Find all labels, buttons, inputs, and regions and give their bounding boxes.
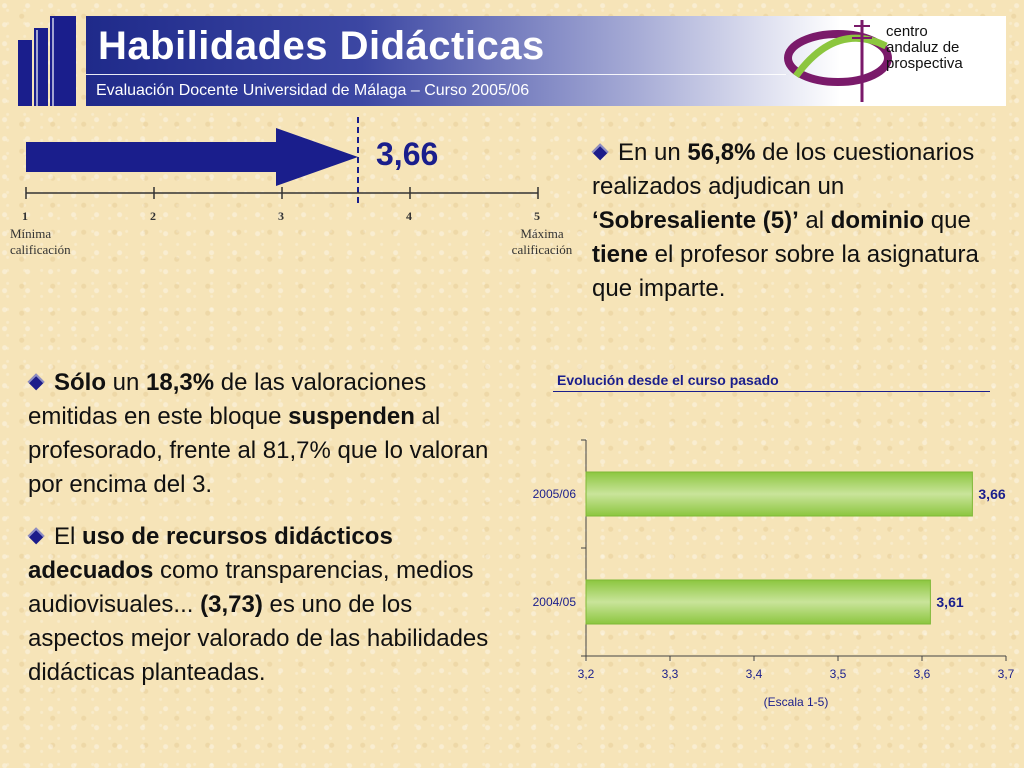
max-caption-line: calificación bbox=[511, 242, 573, 257]
paragraph-dominio: En un 56,8% de los cuestionarios realiza… bbox=[591, 136, 1012, 306]
scale-tick-label: 4 bbox=[406, 209, 412, 223]
score-arrow-icon bbox=[26, 128, 358, 186]
score-value: 3,66 bbox=[376, 136, 439, 172]
text-run: al bbox=[798, 207, 831, 234]
bold-text: suspenden bbox=[288, 403, 415, 430]
chart-title-underline bbox=[553, 391, 990, 392]
text-run: un bbox=[106, 369, 147, 396]
paragraph-text: El uso de recursos didácticos adecuados … bbox=[28, 523, 488, 686]
x-tick-label: 3,4 bbox=[746, 667, 763, 681]
text-run: al profesorado, frente al 81,7% que lo v… bbox=[28, 403, 489, 498]
bold-text: dominio bbox=[830, 207, 925, 234]
value-label: 3,66 bbox=[978, 486, 1005, 502]
centro-andaluz-logo-icon bbox=[784, 20, 892, 102]
text-run: que bbox=[924, 207, 971, 234]
scale-tick-label: 3 bbox=[278, 209, 284, 223]
category-label: 2005/06 bbox=[533, 487, 577, 501]
x-axis-label: (Escala 1-5) bbox=[764, 695, 829, 709]
page-subtitle: Evaluación Docente Universidad de Málaga… bbox=[96, 82, 530, 99]
text-run: como transparencias, medios audiovisuale… bbox=[28, 557, 474, 618]
paragraph-suspenden: Sólo un 18,3% de las valoraciones emitid… bbox=[27, 366, 513, 502]
min-caption-line: calificación bbox=[10, 242, 71, 257]
bold-text: (3,73) bbox=[200, 591, 263, 618]
bold-text: 18,3% bbox=[146, 369, 215, 396]
max-caption-line: Máxima bbox=[520, 226, 564, 241]
diamond-bullet-icon bbox=[591, 143, 609, 161]
bold-text: tiene bbox=[592, 241, 649, 268]
scale-tick-label: 2 bbox=[150, 209, 156, 223]
bar bbox=[585, 471, 973, 517]
text-run: El bbox=[54, 523, 83, 550]
paragraph-text: En un 56,8% de los cuestionarios realiza… bbox=[592, 139, 979, 302]
text-run: En un bbox=[618, 139, 688, 166]
x-tick-label: 3,7 bbox=[998, 667, 1015, 681]
paragraph-text: Sólo un 18,3% de las valoraciones emitid… bbox=[28, 369, 488, 498]
logo-line: andaluz de bbox=[886, 39, 960, 56]
x-tick-label: 3,5 bbox=[830, 667, 847, 681]
value-label: 3,61 bbox=[936, 594, 963, 610]
text-run: de las valoraciones emitidas en este blo… bbox=[28, 369, 427, 430]
diamond-bullet-icon bbox=[27, 527, 45, 545]
logo-text: centro andaluz de prospectiva bbox=[886, 24, 963, 72]
text-run: de los cuestionarios realizados adjudica… bbox=[592, 139, 975, 200]
bold-text: uso de recursos didácticos adecuados bbox=[28, 523, 393, 584]
header-divider bbox=[86, 74, 786, 75]
diamond-bullet-icon bbox=[27, 373, 45, 391]
bold-text: 56,8% bbox=[687, 139, 756, 166]
evolution-bar-chart: 3,2 3,3 3,4 3,5 3,6 3,7 (Escala 1-5) 2005/06 3,6… bbox=[510, 430, 1024, 730]
header-banner: Habilidades Didácticas Evaluación Docent… bbox=[86, 16, 1006, 106]
max-caption: Máxima calificación bbox=[506, 226, 578, 258]
text-run: es uno de los aspectos mejor valorado de… bbox=[28, 591, 489, 686]
bold-text: Sólo bbox=[54, 369, 106, 396]
x-tick-label: 3,6 bbox=[914, 667, 931, 681]
bold-text: ‘Sobresaliente (5)’ bbox=[592, 207, 799, 234]
scale-tick-label: 5 bbox=[534, 209, 540, 223]
min-caption: Mínima calificación bbox=[10, 226, 71, 258]
chart-title: Evolución desde el curso pasado bbox=[557, 372, 779, 388]
category-label: 2004/05 bbox=[533, 595, 577, 609]
bar bbox=[585, 579, 931, 625]
page-title: Habilidades Didácticas bbox=[98, 24, 545, 68]
score-scale bbox=[25, 117, 539, 203]
steps-logo-icon bbox=[18, 16, 76, 106]
logo-line: prospectiva bbox=[886, 55, 963, 72]
text-run: el profesor sobre la asignatura que impa… bbox=[592, 241, 979, 302]
min-caption-line: Mínima bbox=[10, 226, 52, 241]
scale-tick-label: 1 bbox=[22, 209, 28, 223]
logo-line: centro bbox=[886, 23, 928, 40]
paragraph-recursos: El uso de recursos didácticos adecuados … bbox=[27, 520, 513, 690]
x-tick-label: 3,3 bbox=[662, 667, 679, 681]
x-tick-label: 3,2 bbox=[578, 667, 595, 681]
